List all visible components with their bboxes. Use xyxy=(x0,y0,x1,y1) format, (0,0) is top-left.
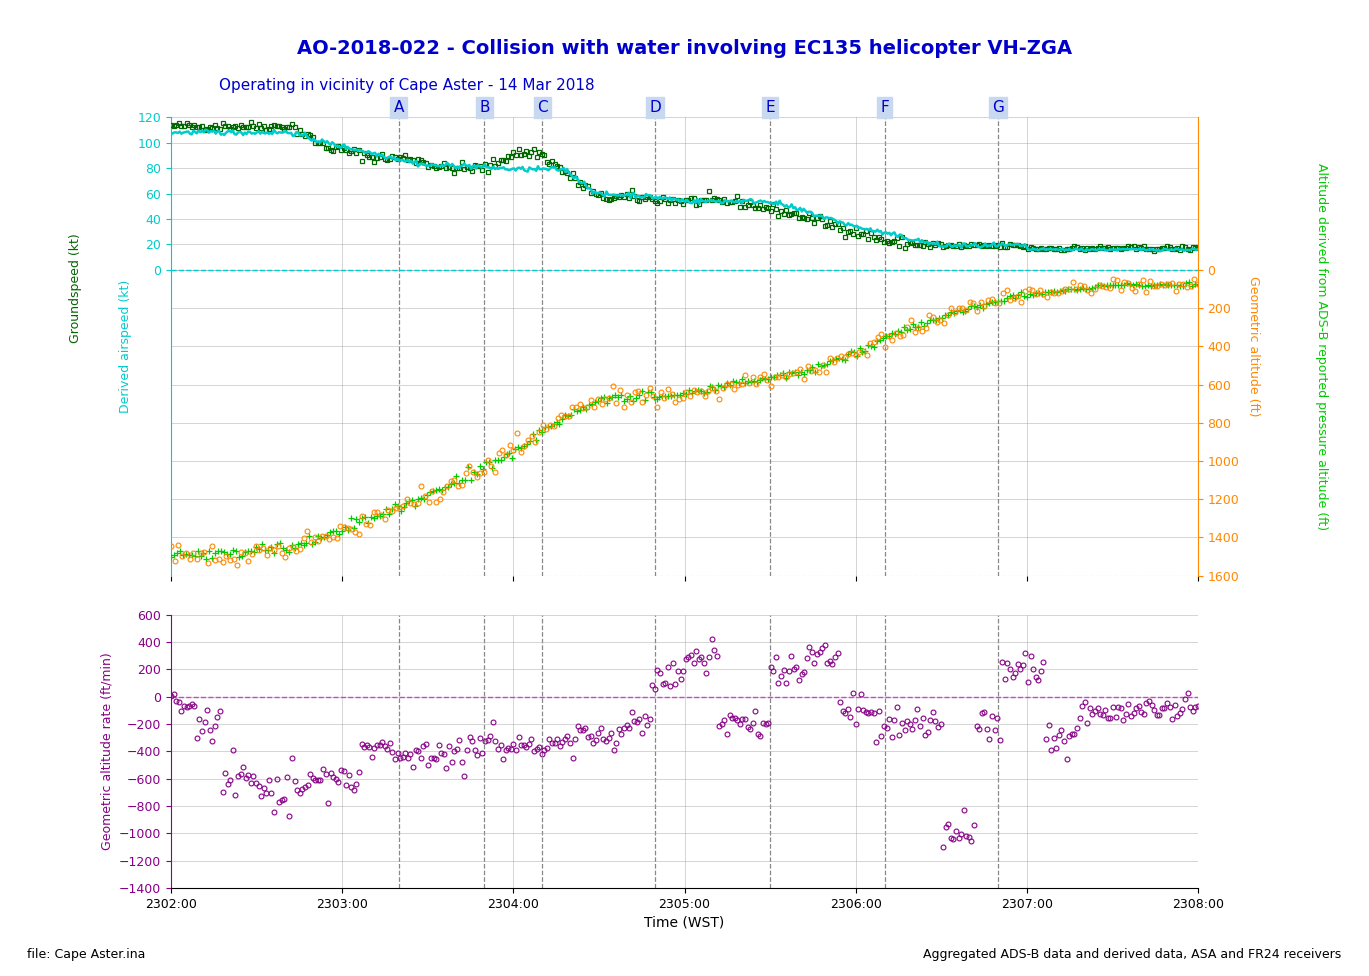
X-axis label: Time (WST): Time (WST) xyxy=(645,915,724,929)
Text: Aggregated ADS-B data and derived data, ASA and FR24 receivers: Aggregated ADS-B data and derived data, … xyxy=(923,949,1342,961)
Text: AO-2018-022 - Collision with water involving EC135 helicopter VH-ZGA: AO-2018-022 - Collision with water invol… xyxy=(297,39,1072,58)
Text: F: F xyxy=(880,100,888,114)
Text: C: C xyxy=(537,100,548,114)
Text: Operating in vicinity of Cape Aster - 14 Mar 2018: Operating in vicinity of Cape Aster - 14… xyxy=(219,78,594,93)
Text: D: D xyxy=(649,100,661,114)
Text: A: A xyxy=(393,100,404,114)
Text: file: Cape Aster.ina: file: Cape Aster.ina xyxy=(27,949,145,961)
Y-axis label: Geometric altitude (ft): Geometric altitude (ft) xyxy=(1247,276,1261,417)
Text: Groundspeed (kt): Groundspeed (kt) xyxy=(68,233,82,343)
Text: B: B xyxy=(479,100,490,114)
Text: E: E xyxy=(765,100,775,114)
Y-axis label: Derived airspeed (kt): Derived airspeed (kt) xyxy=(119,280,131,413)
Text: Altitude derived from ADS-B reported pressure altitude (ft): Altitude derived from ADS-B reported pre… xyxy=(1314,163,1328,530)
Text: G: G xyxy=(991,100,1003,114)
Y-axis label: Geometric altitude rate (ft/min): Geometric altitude rate (ft/min) xyxy=(100,653,114,850)
